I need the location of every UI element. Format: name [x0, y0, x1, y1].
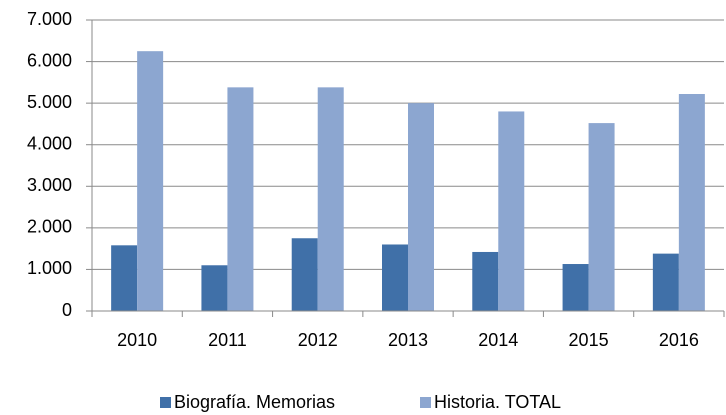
bar — [562, 264, 589, 311]
bar — [408, 103, 434, 312]
bar — [201, 265, 228, 311]
bar — [588, 123, 615, 312]
x-tick-label: 2010 — [117, 330, 157, 350]
x-tick-label: 2013 — [388, 330, 428, 350]
y-tick-label: 1.000 — [27, 258, 72, 278]
bar — [137, 51, 164, 312]
legend-label: Biografía. Memorias — [174, 392, 335, 412]
bar — [382, 244, 408, 311]
bar — [678, 93, 705, 311]
x-tick-label: 2014 — [478, 330, 518, 350]
x-tick-label: 2015 — [569, 330, 609, 350]
x-tick-label: 2011 — [208, 330, 247, 350]
legend-label: Historia. TOTAL — [434, 392, 561, 412]
bar — [317, 87, 344, 312]
y-tick-label: 2.000 — [27, 217, 72, 237]
bar — [227, 87, 254, 312]
y-tick-label: 0 — [62, 300, 72, 320]
bar — [111, 245, 138, 311]
bar — [472, 251, 499, 311]
y-tick-label: 6.000 — [27, 50, 72, 70]
bar — [652, 253, 679, 311]
y-tick-label: 4.000 — [27, 133, 72, 153]
bar — [498, 111, 525, 311]
x-tick-label: 2016 — [659, 330, 699, 350]
legend-swatch — [420, 397, 431, 408]
legend-swatch — [160, 397, 171, 408]
bar — [291, 238, 318, 311]
y-tick-label: 7.000 — [27, 9, 72, 29]
x-tick-label: 2012 — [298, 330, 338, 350]
y-tick-label: 5.000 — [27, 92, 72, 112]
y-tick-label: 3.000 — [27, 175, 72, 195]
